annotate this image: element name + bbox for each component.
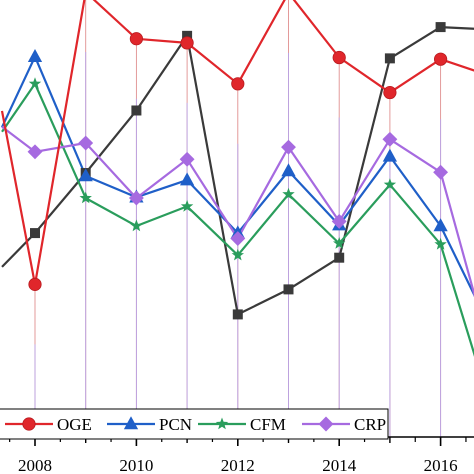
series-cfm-point — [434, 237, 447, 250]
x-axis-ticks: 2008 2010 2012 2014 2016 — [9, 437, 467, 474]
series-crp-point — [78, 135, 94, 151]
series-markers — [27, 22, 449, 320]
x-tick-label: 2016 — [424, 456, 458, 474]
series-black-point — [131, 105, 142, 116]
series-cfm-point — [180, 199, 194, 212]
series-crp-point — [128, 190, 144, 206]
legend-label-crp: CRP — [354, 415, 386, 434]
series-pcn-point — [281, 163, 296, 177]
drop-lines — [34, 0, 442, 437]
series-oge-point — [231, 77, 245, 91]
legend-label-cfm: CFM — [250, 415, 286, 434]
series-oge-point — [332, 50, 346, 65]
series-oge-point — [28, 277, 42, 291]
series-pcn-point — [179, 172, 195, 186]
x-tick-label: 2010 — [119, 456, 153, 474]
legend-pcn-point — [123, 416, 139, 430]
series-crp-point — [281, 139, 296, 155]
series-oge-point — [383, 85, 397, 100]
series-oge-point — [433, 52, 448, 66]
series-black-point — [384, 53, 395, 64]
series-crp-point — [382, 131, 398, 147]
series-pcn-point — [433, 218, 448, 232]
series-oge-point — [129, 32, 143, 46]
series-crp-point — [27, 144, 43, 160]
series-cfm-point — [333, 237, 346, 249]
series-pcn-point — [27, 48, 43, 62]
series-black-point — [182, 30, 193, 41]
series-cfm-point — [28, 77, 42, 90]
legend-cfm-point — [215, 417, 229, 430]
series-pcn-point — [78, 168, 93, 182]
series-crp-point — [433, 164, 449, 180]
series-crp-point — [230, 231, 246, 246]
legend-label-oge: OGE — [57, 415, 92, 434]
series-black-point — [283, 284, 294, 295]
x-tick-label: 2008 — [18, 456, 52, 474]
series-crp-point — [179, 151, 195, 167]
series-black-point — [435, 22, 446, 33]
series-black-point — [232, 309, 243, 320]
series-black-point — [334, 252, 345, 263]
series-cfm-point — [130, 219, 143, 232]
series-cfm-point — [282, 187, 295, 200]
series-black-point — [30, 228, 40, 239]
legend-crp-point — [318, 416, 334, 432]
x-tick-label: 2014 — [322, 456, 357, 474]
series-crp-point — [331, 213, 347, 229]
series-cfm-point — [383, 178, 397, 190]
series-pcn-point — [382, 148, 398, 162]
series-cfm-point — [231, 248, 244, 261]
legend-oge-point — [22, 417, 36, 431]
x-tick-label: 2012 — [221, 456, 255, 474]
legend-label-pcn: PCN — [159, 415, 192, 434]
legend: OGE PCN CFM CRP — [0, 408, 389, 440]
series-cfm-point — [79, 191, 92, 204]
series-oge-point — [180, 36, 194, 50]
